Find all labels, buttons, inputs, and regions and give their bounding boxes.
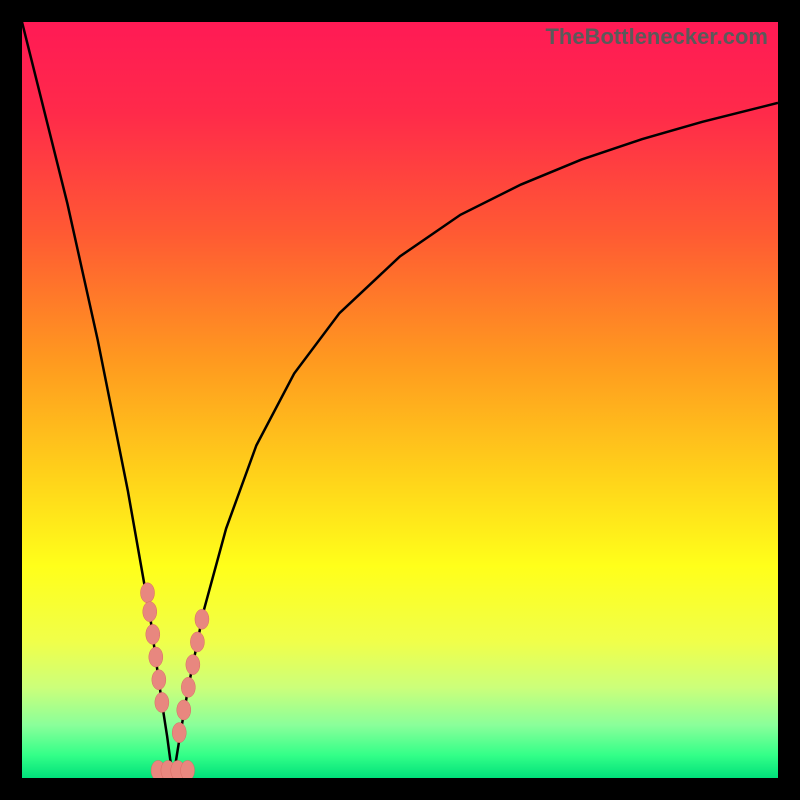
curve-marker <box>172 723 186 743</box>
curve-marker <box>177 700 191 720</box>
curve-marker <box>181 760 195 778</box>
right-curve <box>173 103 778 778</box>
curve-marker <box>146 624 160 644</box>
watermark-text: TheBottlenecker.com <box>545 24 768 50</box>
curve-marker <box>141 583 155 603</box>
plot-area <box>22 22 778 778</box>
curve-marker <box>190 632 204 652</box>
curve-marker <box>155 692 169 712</box>
curve-marker <box>149 647 163 667</box>
left-curve <box>22 22 173 778</box>
curve-marker <box>181 677 195 697</box>
curve-marker <box>186 655 200 675</box>
chart-frame: TheBottlenecker.com <box>0 0 800 800</box>
curve-marker <box>152 670 166 690</box>
marker-group <box>141 583 209 778</box>
curve-marker <box>195 609 209 629</box>
curves-layer <box>22 22 778 778</box>
curve-marker <box>143 602 157 622</box>
